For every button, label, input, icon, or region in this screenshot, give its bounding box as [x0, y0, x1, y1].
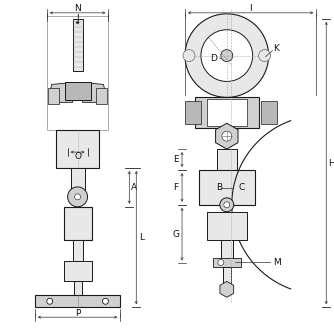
Bar: [72, 239, 82, 262]
Bar: [185, 101, 201, 124]
Text: C: C: [238, 183, 245, 192]
Text: G: G: [173, 230, 180, 238]
Circle shape: [183, 50, 195, 61]
Text: D: D: [210, 54, 217, 63]
Text: B: B: [216, 183, 222, 192]
Circle shape: [68, 187, 88, 207]
Bar: [64, 207, 92, 239]
Circle shape: [218, 260, 224, 266]
Text: K: K: [274, 44, 280, 53]
Bar: [199, 170, 255, 205]
Bar: [73, 281, 81, 295]
Bar: [70, 168, 85, 195]
Circle shape: [185, 14, 269, 98]
Text: L: L: [139, 233, 144, 242]
Circle shape: [103, 298, 109, 304]
Bar: [207, 99, 247, 126]
Text: O: O: [74, 152, 81, 161]
Bar: [72, 19, 82, 70]
Text: F: F: [173, 183, 179, 192]
Circle shape: [201, 30, 253, 81]
Text: M: M: [273, 258, 281, 267]
Bar: [35, 295, 120, 307]
Bar: [223, 268, 231, 284]
Bar: [97, 89, 108, 104]
Polygon shape: [82, 82, 106, 102]
Text: J: J: [76, 14, 79, 23]
Text: P: P: [75, 309, 80, 318]
Circle shape: [74, 194, 80, 200]
Text: E: E: [173, 155, 179, 164]
Polygon shape: [50, 82, 72, 102]
Bar: [195, 98, 259, 128]
Circle shape: [222, 131, 232, 141]
Bar: [213, 258, 241, 268]
Circle shape: [259, 50, 271, 61]
Bar: [65, 82, 91, 100]
Polygon shape: [215, 123, 238, 149]
Circle shape: [220, 198, 234, 212]
Bar: [56, 130, 100, 168]
Text: I: I: [249, 4, 252, 13]
Circle shape: [224, 202, 230, 208]
Bar: [217, 149, 237, 170]
Bar: [48, 89, 59, 104]
Text: A: A: [131, 183, 137, 192]
Circle shape: [221, 50, 233, 61]
Text: N: N: [74, 4, 81, 13]
Polygon shape: [220, 281, 234, 297]
Text: H: H: [328, 159, 334, 168]
Bar: [207, 212, 247, 239]
Bar: [261, 101, 277, 124]
Circle shape: [47, 298, 53, 304]
Bar: [64, 262, 92, 281]
Bar: [221, 239, 233, 264]
Bar: [47, 16, 109, 130]
